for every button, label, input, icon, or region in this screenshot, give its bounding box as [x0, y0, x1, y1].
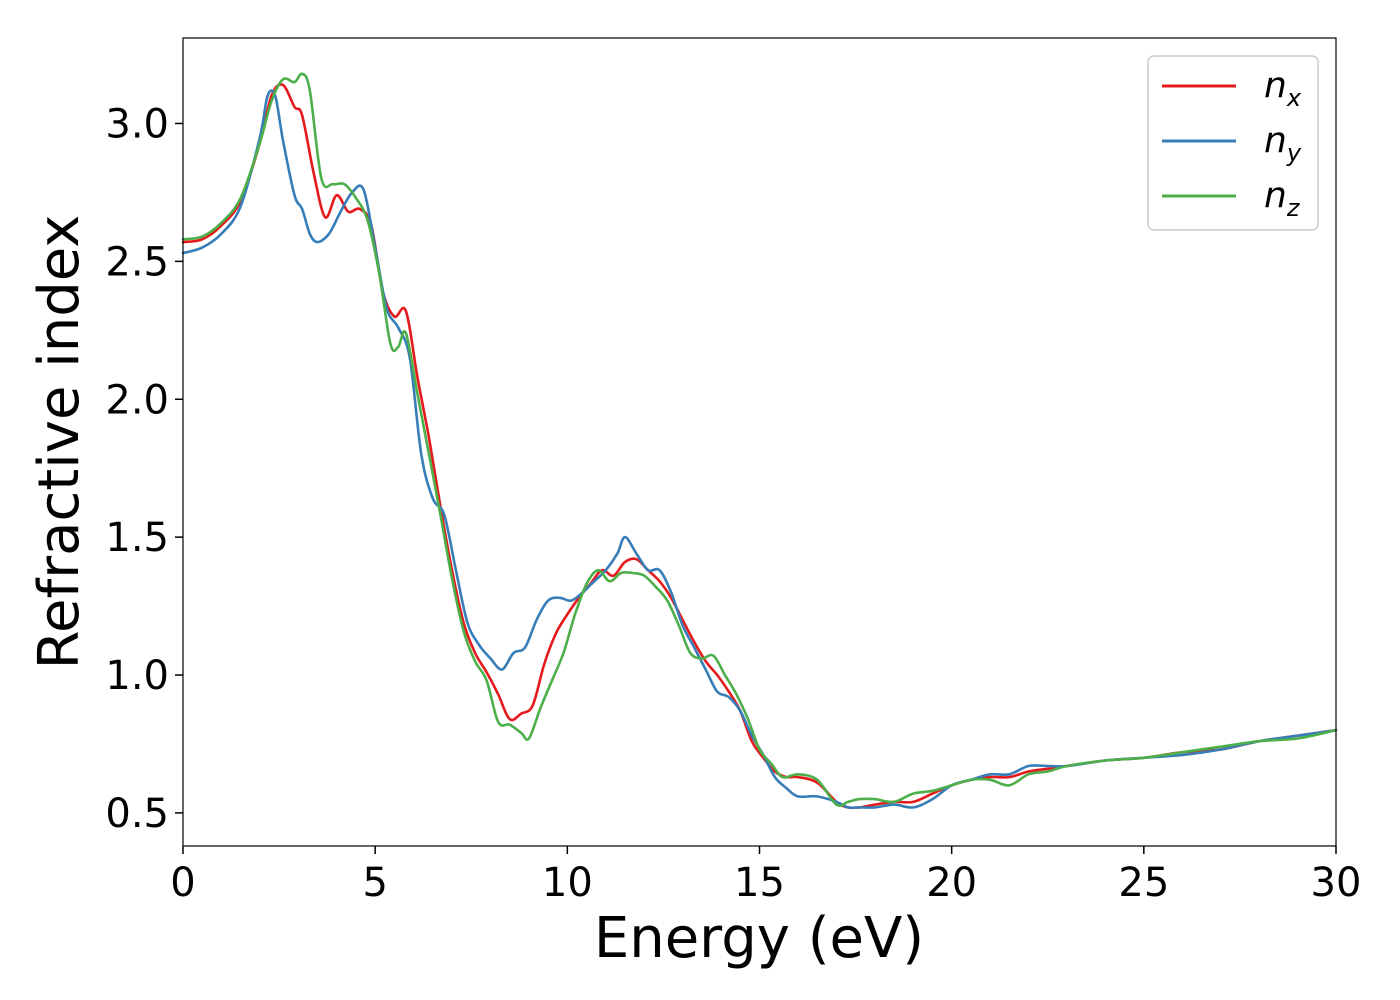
- y-axis-label: Refractive index: [27, 215, 92, 670]
- x-tick-label: 15: [734, 860, 785, 906]
- x-tick-label: 20: [926, 860, 977, 906]
- y-tick-label: 1.0: [105, 653, 169, 699]
- legend-frame: [1147, 55, 1319, 231]
- y-axis: 0.5 1.0 1.5 2.0 2.5 3.0: [105, 101, 183, 837]
- y-tick-label: 1.5: [105, 515, 169, 561]
- y-tick-label: 3.0: [105, 101, 169, 147]
- x-tick-label: 0: [170, 860, 195, 906]
- series-line-nz: [181, 72, 1338, 808]
- legend-label-subscript: z: [1286, 194, 1301, 222]
- legend-label-subscript: x: [1286, 84, 1302, 112]
- y-tick-label: 2.0: [105, 377, 169, 423]
- y-tick-label: 0.5: [105, 791, 169, 837]
- x-axis-label: Energy (eV): [594, 906, 924, 971]
- x-axis: 0 5 10 15 20 25 30: [170, 846, 1361, 906]
- x-tick-label: 30: [1311, 860, 1362, 906]
- y-tick-label: 2.5: [105, 239, 169, 285]
- x-tick-label: 10: [542, 860, 593, 906]
- x-tick-label: 5: [362, 860, 387, 906]
- series-layer: [181, 72, 1338, 810]
- legend-label-subscript: y: [1286, 139, 1302, 167]
- x-tick-label: 25: [1118, 860, 1169, 906]
